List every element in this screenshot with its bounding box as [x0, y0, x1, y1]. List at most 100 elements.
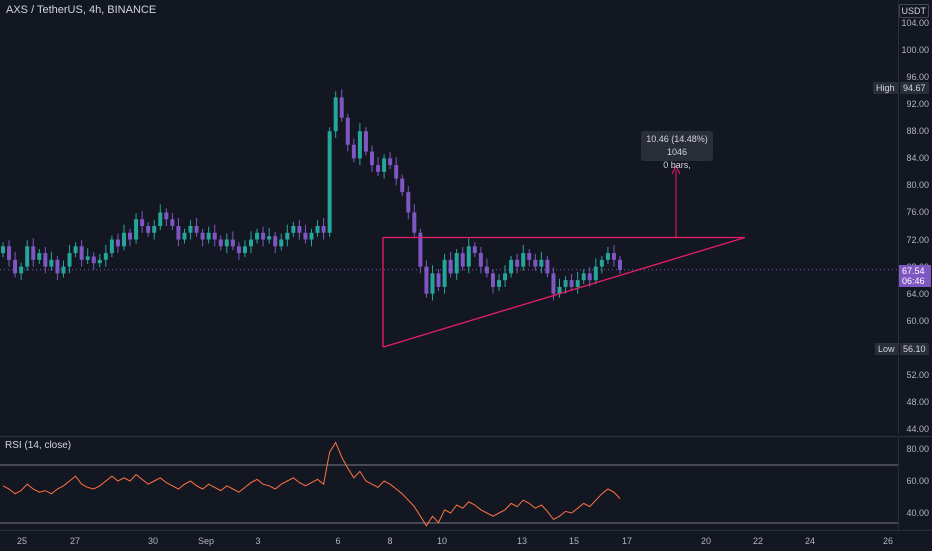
rsi-chart[interactable]: [0, 437, 898, 531]
candle-body: [509, 259, 514, 274]
candle-body: [134, 219, 139, 240]
time-tick: 26: [882, 536, 894, 546]
time-tick: Sep: [197, 536, 215, 546]
candle-body: [31, 246, 36, 260]
candle-body: [497, 280, 502, 287]
candle-body: [545, 259, 550, 274]
candle-body: [236, 246, 241, 254]
last-price-badge: 67.54 06:46: [899, 265, 931, 287]
time-tick: 25: [16, 536, 28, 546]
rsi-pane[interactable]: [0, 436, 898, 531]
time-tick: 17: [621, 536, 633, 546]
candle-body: [400, 178, 405, 193]
measure-arrow-head: [671, 164, 681, 175]
high-value: 94.67: [900, 82, 929, 94]
price-tick: 104.00: [901, 18, 929, 28]
candle-body: [67, 253, 72, 267]
rsi-tick: 40.00: [906, 508, 929, 518]
candle-body: [255, 232, 260, 240]
candle-body: [345, 117, 350, 145]
candle-body: [25, 246, 30, 267]
candle-body: [194, 226, 199, 233]
candle-body: [146, 226, 151, 233]
candle-body: [285, 232, 290, 240]
price-tick: 52.00: [906, 369, 929, 380]
candle-body: [394, 165, 399, 179]
low-label: Low: [875, 343, 898, 355]
low-value: 56.10: [900, 343, 929, 355]
price-axis[interactable]: USDT 104.00 100.00 96.00 92.00 88.00 84.00 80.…: [898, 0, 932, 434]
candle-body: [91, 256, 96, 264]
candle-body: [152, 226, 157, 233]
candle-body: [218, 239, 223, 247]
candle-body: [333, 97, 338, 132]
candle-body: [587, 273, 592, 281]
high-label: High: [873, 82, 898, 94]
candle-body: [121, 232, 126, 247]
time-tick: 3: [255, 536, 261, 546]
time-axis[interactable]: 25 27 30 Sep 3 6 8 10 13 15 17 20 22 24 26: [0, 530, 932, 551]
candle-body: [212, 232, 217, 240]
candle-body: [599, 259, 604, 267]
candle-body: [97, 259, 102, 264]
candle-body: [448, 259, 453, 274]
price-tick: 44.00: [906, 424, 929, 434]
candle-body: [618, 259, 622, 270]
candle-body: [575, 280, 580, 287]
candle-body: [611, 253, 616, 260]
candle-body: [593, 266, 598, 281]
candle-body: [140, 219, 145, 226]
last-price: 67.54: [902, 266, 925, 276]
triangle-support-line: [382, 236, 746, 348]
price-tick: 80.00: [906, 180, 929, 191]
candle-body: [484, 266, 489, 274]
rsi-tick: 60.00: [906, 476, 929, 486]
candle-body: [515, 259, 520, 267]
currency-unit-button[interactable]: USDT: [898, 4, 929, 18]
candle-body: [357, 131, 362, 159]
rsi-axis[interactable]: 80.00 60.00 40.00: [898, 436, 932, 531]
price-tick: 76.00: [906, 207, 929, 218]
candle-body: [339, 97, 344, 118]
candle-body: [363, 131, 368, 152]
price-tick: 64.00: [906, 288, 929, 299]
candle-body: [388, 158, 393, 166]
candle-body: [376, 165, 381, 172]
time-tick: 30: [147, 536, 159, 546]
candle-body: [418, 232, 423, 267]
candle-body: [176, 226, 181, 240]
price-tick: 92.00: [906, 99, 929, 110]
candle-body: [309, 232, 314, 240]
candle-body: [605, 253, 610, 260]
candle-body: [478, 253, 483, 267]
time-tick: 15: [568, 536, 580, 546]
time-tick: 27: [69, 536, 81, 546]
candlestick-chart[interactable]: [0, 0, 898, 434]
measure-tooltip: 10.46 (14.48%) 1046 0 bars,: [641, 131, 713, 170]
rsi-title: RSI (14, close): [5, 440, 72, 451]
candle-body: [158, 212, 163, 226]
candle-body: [206, 232, 211, 240]
chart-title: AXS / TetherUS, 4h, BINANCE: [6, 4, 157, 16]
candle-body: [291, 226, 296, 233]
candle-body: [303, 232, 308, 240]
candle-body: [351, 144, 356, 159]
candle-body: [230, 239, 235, 247]
time-tick: 8: [387, 536, 393, 546]
candle-body: [224, 239, 229, 247]
candle-body: [109, 239, 114, 254]
candle-body: [164, 212, 169, 220]
candle-body: [539, 259, 544, 267]
candle-body: [460, 253, 465, 267]
candle-body: [424, 266, 429, 294]
price-chart-pane[interactable]: [0, 0, 898, 434]
candle-body: [37, 253, 42, 260]
candle-body: [436, 273, 441, 287]
candle-body: [49, 259, 54, 267]
candle-body: [569, 280, 574, 287]
candle-body: [321, 226, 326, 233]
candle-body: [19, 266, 24, 274]
candle-body: [200, 232, 205, 240]
time-tick: 20: [700, 536, 712, 546]
candle-body: [79, 246, 84, 260]
